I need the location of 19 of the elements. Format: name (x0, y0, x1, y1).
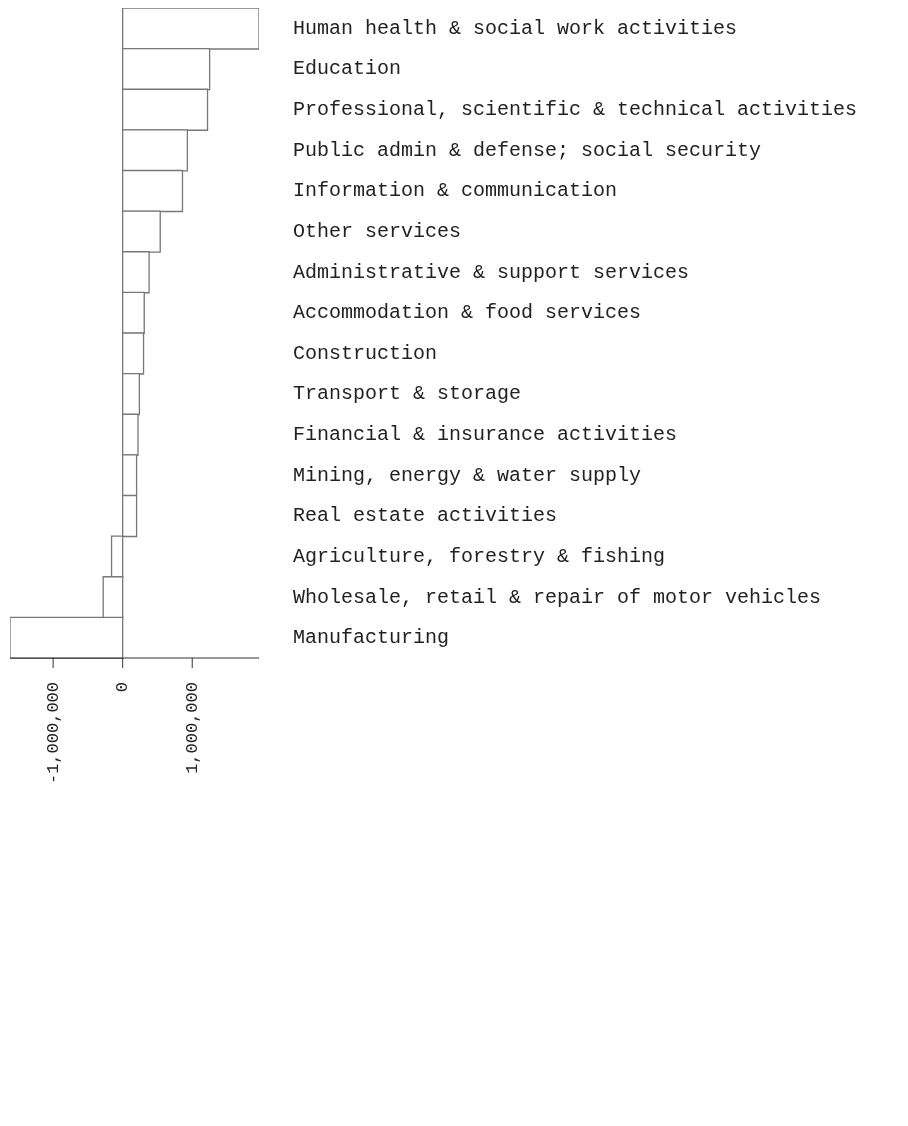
y-tick-label: Agriculture, forestry & fishing (293, 544, 666, 568)
x-tick-label: -1,000,000 (43, 682, 63, 785)
y-tick-label: Mining, energy & water supply (293, 463, 642, 487)
x-tick-label: 1,000,000 (182, 682, 202, 774)
y-tick-label: Human health & social work activities (293, 16, 738, 40)
y-tick-label: Other services (293, 219, 462, 243)
y-tick-label: Professional, scientific & technical activities (293, 98, 858, 122)
y-tick-label: Manufacturing (293, 626, 450, 650)
y-tick-label: Construction (293, 341, 438, 365)
y-tick-label: Transport & storage (293, 382, 522, 406)
y-tick-label: Accommodation & food services (293, 301, 642, 325)
y-tick-label: Administrative & support services (293, 260, 690, 284)
y-tick-label: Financial & insurance activities (293, 423, 678, 447)
y-tick-label: Information & communication (293, 179, 618, 203)
y-tick-label: Wholesale, retail & repair of motor vehicles (293, 585, 822, 609)
y-tick-label: Education (293, 57, 402, 81)
x-tick-label: 0 (113, 682, 133, 693)
y-tick-label: Public admin & defense; social security (293, 138, 762, 162)
y-tick-label: Real estate activities (293, 504, 558, 528)
